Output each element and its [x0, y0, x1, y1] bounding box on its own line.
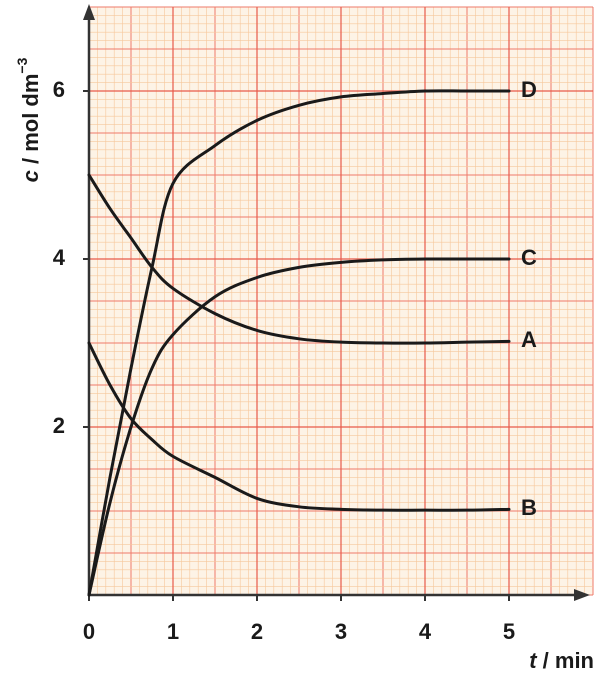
y-tick-label: 6	[53, 77, 65, 102]
y-variable: c	[18, 170, 43, 182]
series-label: A	[521, 327, 537, 352]
curve	[87, 341, 511, 512]
plot: 0 1 2 3 4 5 2 4 6 D C A B	[53, 4, 590, 644]
x-tick-label: 5	[503, 619, 515, 644]
x-tick-label: 4	[419, 619, 432, 644]
curve	[87, 89, 511, 597]
x-unit: / min	[537, 648, 594, 673]
x-tick-label: 1	[167, 619, 179, 644]
y-unit: / mol dm	[18, 74, 43, 171]
y-power: −3	[14, 57, 30, 73]
y-tick-label: 2	[53, 413, 65, 438]
x-tick-label: 0	[83, 619, 95, 644]
series-label: D	[521, 77, 537, 102]
y-tick-label: 4	[53, 245, 66, 270]
curve	[87, 257, 511, 597]
curve	[87, 173, 511, 345]
series-label: B	[521, 495, 537, 520]
series-label: C	[521, 245, 537, 270]
x-axis-label: t / min	[529, 648, 594, 673]
y-axis-label: c / mol dm−3	[14, 57, 43, 182]
graph-paper	[88, 6, 594, 596]
x-tick-label: 3	[335, 619, 347, 644]
x-axis-arrow	[574, 589, 590, 601]
x-variable: t	[529, 648, 538, 673]
y-axis-arrow	[83, 4, 95, 20]
x-tick-label: 2	[251, 619, 263, 644]
